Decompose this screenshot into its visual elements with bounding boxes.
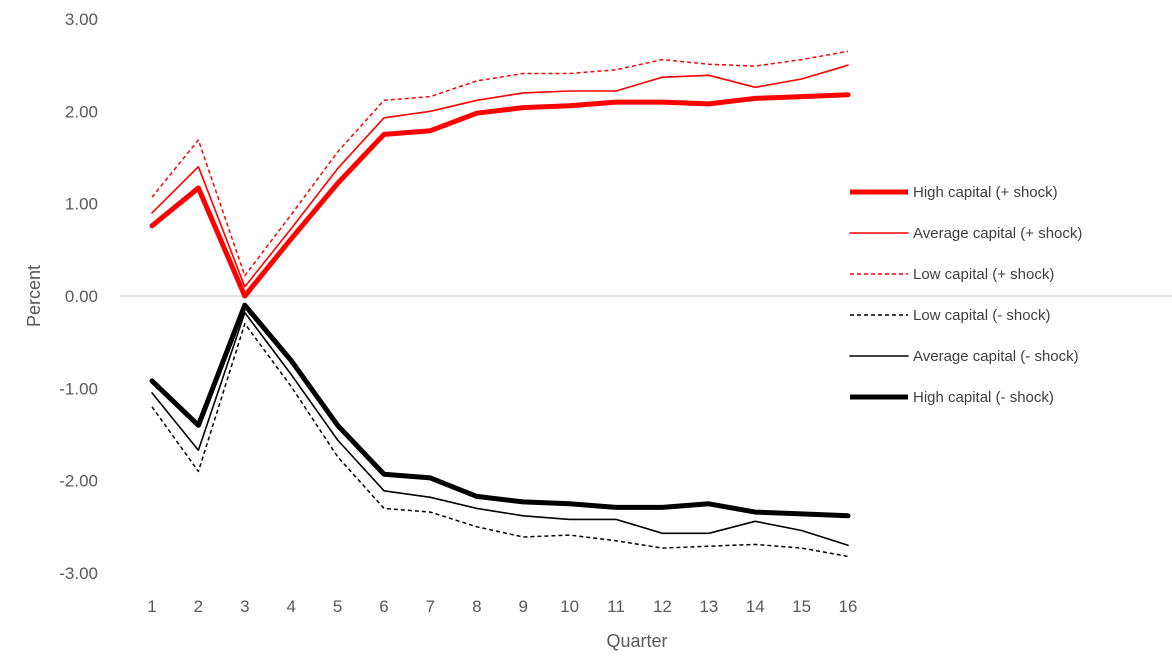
x-tick-label: 8 bbox=[472, 597, 481, 616]
series-line-6 bbox=[149, 302, 851, 519]
x-tick-label: 15 bbox=[792, 597, 811, 616]
x-tick-label: 12 bbox=[653, 597, 672, 616]
y-tick-label: -3.00 bbox=[59, 564, 98, 583]
legend-label-2: Average capital (+ shock) bbox=[913, 225, 1082, 242]
series-line-3 bbox=[151, 50, 849, 277]
y-tick-label: -2.00 bbox=[59, 472, 98, 491]
series-line-2 bbox=[151, 64, 849, 288]
x-tick-label: 2 bbox=[194, 597, 203, 616]
series-layer bbox=[149, 50, 851, 558]
x-axis-title: Quarter bbox=[606, 631, 667, 651]
legend-label-3: Low capital (+ shock) bbox=[913, 266, 1054, 283]
x-tick-labels: 1 2 3 4 5 6 7 8 9 10 11 12 13 14 15 16 bbox=[147, 597, 857, 616]
x-tick-label: 14 bbox=[746, 597, 765, 616]
legend: High capital (+ shock) Average capital (+… bbox=[849, 184, 1082, 406]
legend-label-6: High capital (- shock) bbox=[913, 389, 1054, 406]
x-tick-label: 10 bbox=[560, 597, 579, 616]
series-line-4 bbox=[151, 322, 849, 558]
x-tick-label: 9 bbox=[518, 597, 527, 616]
y-tick-label: 0.00 bbox=[65, 287, 98, 306]
series-line-1 bbox=[149, 92, 851, 299]
legend-label-1: High capital (+ shock) bbox=[913, 184, 1058, 201]
x-tick-label: 13 bbox=[699, 597, 718, 616]
x-tick-label: 7 bbox=[426, 597, 435, 616]
y-tick-label: -1.00 bbox=[59, 379, 98, 398]
series-line-5 bbox=[151, 311, 849, 547]
x-tick-label: 16 bbox=[839, 597, 858, 616]
y-tick-labels: 3.00 2.00 1.00 0.00 -1.00 -2.00 -3.00 bbox=[59, 10, 98, 583]
x-tick-label: 4 bbox=[286, 597, 295, 616]
legend-label-4: Low capital (- shock) bbox=[913, 307, 1051, 324]
x-tick-label: 1 bbox=[147, 597, 156, 616]
y-axis-title: Percent bbox=[24, 265, 44, 327]
x-tick-label: 3 bbox=[240, 597, 249, 616]
x-tick-label: 6 bbox=[379, 597, 388, 616]
x-tick-label: 11 bbox=[607, 597, 625, 616]
x-tick-label: 5 bbox=[333, 597, 342, 616]
legend-label-5: Average capital (- shock) bbox=[913, 348, 1079, 365]
y-tick-label: 2.00 bbox=[65, 102, 98, 121]
y-tick-label: 1.00 bbox=[65, 195, 98, 214]
y-tick-label: 3.00 bbox=[65, 10, 98, 29]
